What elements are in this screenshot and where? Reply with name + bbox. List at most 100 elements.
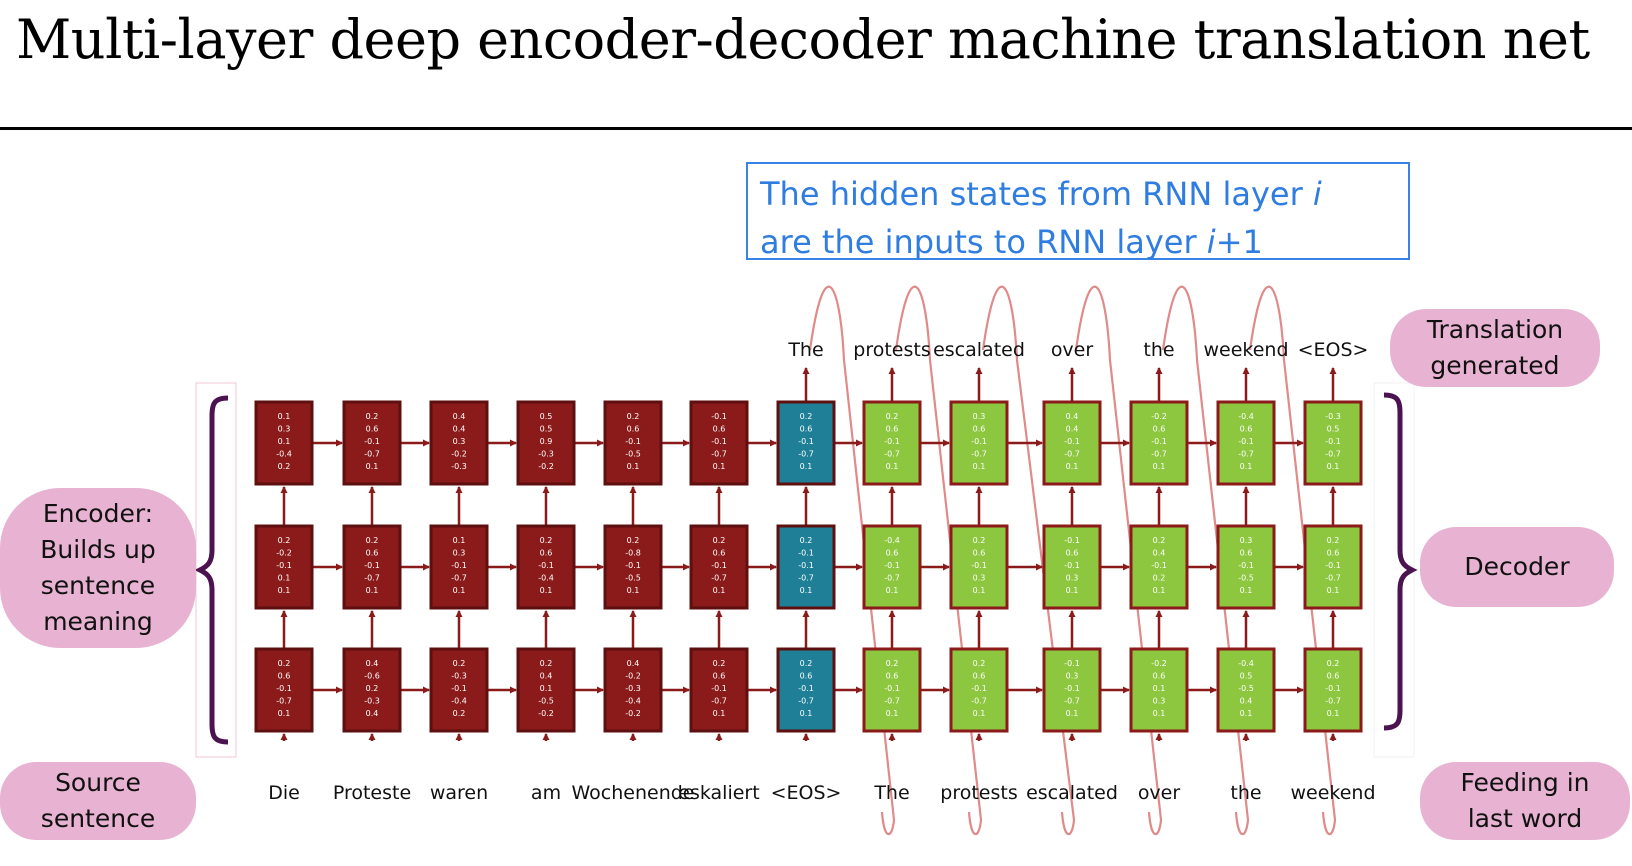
cell-value: -0.1	[276, 561, 292, 570]
cell-value: 0.1	[540, 684, 553, 693]
cell-value: 0.2	[886, 412, 899, 421]
cell-value: -0.7	[971, 697, 987, 706]
source-word: the	[1230, 782, 1261, 804]
cell-value: -0.1	[1325, 684, 1341, 693]
cell-value: -0.5	[625, 574, 641, 583]
source-label-line-2: sentence	[40, 804, 156, 833]
cell-value: -0.7	[1325, 574, 1341, 583]
rnn-cell	[1303, 647, 1363, 733]
cell-value: 0.6	[973, 672, 986, 681]
source-word: <EOS>	[771, 782, 842, 804]
feedback-loop	[1248, 285, 1337, 836]
rnn-cell	[776, 400, 836, 486]
cell-value: -0.1	[884, 437, 900, 446]
rnn-cell	[862, 400, 922, 486]
cell-value: -0.7	[798, 574, 814, 583]
cell-value: 0.6	[366, 425, 379, 434]
cell-value: 0.4	[627, 659, 640, 668]
cell-value: 0.6	[1240, 549, 1253, 558]
cell-value: -0.7	[1064, 450, 1080, 459]
cell-value: -0.7	[798, 697, 814, 706]
output-word: The	[787, 339, 823, 361]
cell-value: -0.1	[1325, 561, 1341, 570]
cell-value: -0.2	[538, 709, 554, 718]
output-word: escalated	[933, 339, 1025, 361]
cell-value: 0.1	[886, 709, 899, 718]
cell-value: 0.1	[800, 709, 813, 718]
cell-value: -0.5	[625, 450, 641, 459]
cell-value: -0.7	[1151, 450, 1167, 459]
encoder-label-line-2: Builds up	[40, 535, 156, 564]
cell-value: 0.4	[1066, 412, 1079, 421]
cell-value: -0.1	[538, 561, 554, 570]
output-word: weekend	[1203, 339, 1288, 361]
cell-value: 0.6	[713, 425, 726, 434]
cell-value: -0.5	[1238, 684, 1254, 693]
cell-value: 0.2	[800, 659, 813, 668]
cell-value: 0.4	[453, 412, 466, 421]
cell-value: -0.7	[798, 450, 814, 459]
cell-value: -0.1	[1064, 437, 1080, 446]
cell-value: -0.7	[884, 697, 900, 706]
encoder-label: Encoder: Builds up sentence meaning	[0, 488, 196, 648]
encoder-brace	[194, 395, 229, 745]
cell-value: 0.3	[278, 425, 291, 434]
cell-value: 0.1	[713, 709, 726, 718]
cell-value: -0.1	[798, 437, 814, 446]
cell-value: -0.1	[364, 437, 380, 446]
source-word: protests	[940, 782, 1017, 804]
cell-value: -0.3	[1325, 412, 1341, 421]
cell-value: 0.1	[973, 709, 986, 718]
cell-value: 0.3	[1240, 536, 1253, 545]
cell-value: 0.1	[886, 586, 899, 595]
cell-value: -0.2	[1151, 659, 1167, 668]
source-word: waren	[430, 782, 488, 804]
cell-value: 0.5	[1327, 425, 1340, 434]
rnn-cell	[689, 647, 749, 733]
cell-value: 0.6	[1153, 425, 1166, 434]
rnn-cell	[254, 524, 314, 610]
cell-value: -0.1	[1238, 437, 1254, 446]
cell-value: 0.9	[540, 437, 553, 446]
rnn-cell	[342, 524, 402, 610]
encoder-label-line-1: Encoder:	[42, 499, 154, 528]
cell-value: 0.6	[366, 549, 379, 558]
rnn-cell	[429, 400, 489, 486]
cell-value: -0.7	[1238, 450, 1254, 459]
cell-value: -0.1	[1151, 561, 1167, 570]
cell-value: 0.5	[1240, 672, 1253, 681]
cell-value: 0.2	[366, 412, 379, 421]
cell-value: 0.6	[1066, 549, 1079, 558]
cell-value: 0.2	[1327, 536, 1340, 545]
rnn-cell	[1129, 647, 1189, 733]
cell-value: 0.2	[800, 412, 813, 421]
source-word: am	[531, 782, 561, 804]
callout-line-2: are the inputs to RNN layer i+1	[760, 218, 1398, 266]
rnn-cell	[689, 400, 749, 486]
cell-value: 0.2	[713, 536, 726, 545]
cell-value: -0.7	[884, 574, 900, 583]
feeding-last-word-label: Feeding in last word	[1420, 762, 1630, 840]
source-word: Wochenende	[572, 782, 695, 804]
cell-value: -0.6	[364, 672, 380, 681]
cell-value: -0.7	[711, 697, 727, 706]
feedback-loop	[1074, 285, 1163, 836]
cell-value: 0.2	[800, 536, 813, 545]
cell-value: -0.1	[711, 412, 727, 421]
cell-value: -0.2	[1151, 412, 1167, 421]
cell-value: 0.1	[1153, 586, 1166, 595]
cell-value: -0.7	[884, 450, 900, 459]
cell-value: 0.2	[886, 659, 899, 668]
cell-value: 0.1	[627, 586, 640, 595]
cell-value: 0.6	[800, 672, 813, 681]
cell-value: 0.2	[1153, 574, 1166, 583]
cell-value: 0.3	[973, 412, 986, 421]
brackets	[194, 382, 1418, 758]
cell-value: 0.1	[540, 586, 553, 595]
cell-value: 0.5	[540, 425, 553, 434]
encoder-label-line-3: sentence	[40, 571, 156, 600]
cell-value: 0.1	[1153, 684, 1166, 693]
cell-value: -0.1	[1064, 536, 1080, 545]
callout-var-i-2: i	[1206, 223, 1216, 261]
